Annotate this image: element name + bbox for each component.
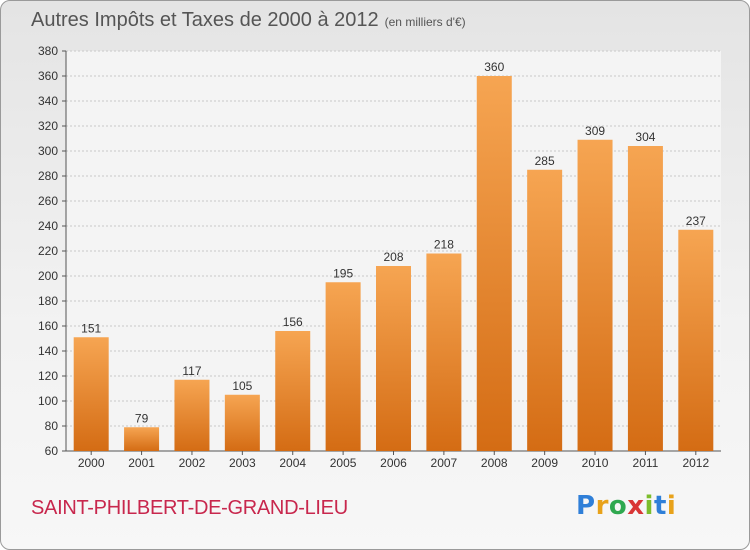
x-tick-label: 2012	[682, 456, 709, 470]
data-label-2009: 285	[535, 154, 555, 168]
bar-2005	[325, 282, 361, 451]
x-tick-label: 2010	[582, 456, 609, 470]
x-tick-label: 2008	[481, 456, 508, 470]
data-label-2012: 237	[686, 214, 706, 228]
data-label-2001: 79	[135, 411, 149, 425]
bar-2006	[376, 266, 411, 451]
x-tick-label: 2001	[128, 456, 155, 470]
y-tick-label: 260	[38, 194, 58, 208]
y-tick-label: 280	[38, 169, 58, 183]
y-tick-label: 140	[38, 344, 58, 358]
x-tick-label: 2006	[380, 456, 407, 470]
x-tick-label: 2011	[633, 456, 659, 470]
data-label-2000: 151	[81, 321, 101, 335]
x-tick-label: 2000	[78, 456, 105, 470]
data-label-2006: 208	[383, 250, 403, 264]
y-tick-label: 240	[38, 219, 58, 233]
data-label-2003: 105	[232, 379, 252, 393]
y-tick-label: 200	[38, 269, 58, 283]
bar-2011	[627, 146, 663, 451]
bar-2007	[426, 253, 462, 451]
x-tick-label: 2003	[229, 456, 256, 470]
bar-2003	[224, 394, 260, 451]
y-tick-label: 360	[38, 69, 58, 83]
x-tick-label: 2005	[330, 456, 357, 470]
chart-unit: (en milliers d'€)	[384, 15, 466, 29]
y-tick-label: 160	[38, 319, 58, 333]
y-tick-label: 120	[38, 369, 58, 383]
bar-2012	[678, 229, 714, 451]
bar-2004	[275, 331, 311, 451]
x-tick-label: 2002	[179, 456, 206, 470]
data-label-2010: 309	[585, 124, 605, 138]
bar-2001	[124, 427, 160, 451]
data-label-2002: 117	[182, 364, 201, 378]
bar-2008	[476, 76, 512, 451]
y-tick-label: 180	[38, 294, 58, 308]
x-tick-label: 2004	[279, 456, 306, 470]
data-label-2007: 218	[434, 238, 454, 252]
y-tick-label: 300	[38, 144, 58, 158]
x-tick-label: 2007	[431, 456, 458, 470]
proxiti-logo: Proxiti	[576, 491, 677, 521]
y-tick-label: 320	[38, 119, 58, 133]
y-tick-label: 380	[38, 44, 58, 58]
y-tick-label: 340	[38, 94, 58, 108]
data-label-2004: 156	[283, 315, 303, 329]
x-tick-label: 2009	[531, 456, 558, 470]
city-name: SAINT-PHILBERT-DE-GRAND-LIEU	[31, 497, 348, 519]
data-label-2008: 360	[484, 60, 504, 74]
y-tick-label: 80	[45, 419, 59, 433]
y-tick-label: 60	[45, 444, 59, 458]
data-label-2005: 195	[333, 266, 353, 280]
chart-title: Autres Impôts et Taxes de 2000 à 2012 (en…	[31, 9, 466, 32]
bar-2002	[174, 379, 210, 451]
y-tick-label: 220	[38, 244, 58, 258]
y-tick-label: 100	[38, 394, 58, 408]
bar-2000	[73, 337, 109, 451]
data-label-2011: 304	[635, 130, 655, 144]
bar-2010	[577, 139, 613, 451]
chart-title-text: Autres Impôts et Taxes de 2000 à 2012	[31, 9, 379, 31]
bar-2009	[527, 169, 563, 451]
